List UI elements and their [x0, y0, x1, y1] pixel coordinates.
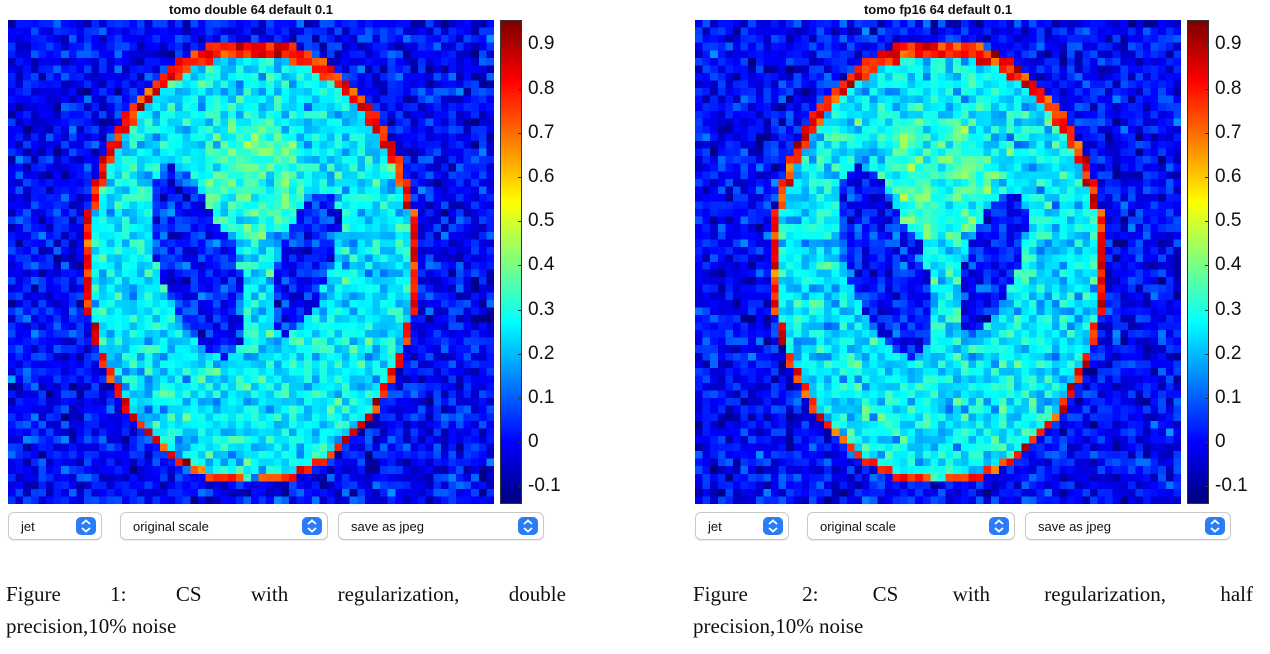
caption-word: Figure	[693, 582, 748, 606]
figure-panel-2: tomo fp16 64 default 0.1 0.9 0.8 0.7 0.6 0.5…	[687, 0, 1253, 654]
colorbar-tick-label: 0.6	[1215, 165, 1242, 187]
colorbar-tick-label: 0.4	[1215, 254, 1242, 276]
colorbar-tick-label: 0.2	[528, 342, 555, 364]
caption-word: with	[250, 582, 289, 606]
colorbar-tick-label: 0.6	[528, 165, 555, 187]
colorbar-tick-mark	[1205, 44, 1209, 46]
caption-word: double	[508, 582, 566, 606]
colorbar-tick-mark	[518, 265, 522, 267]
scale-select[interactable]: original scale	[120, 512, 328, 540]
colorbar-tick-mark	[518, 353, 522, 355]
figure-caption: Figure 1: CS with regularization, double…	[6, 578, 566, 642]
caption-word: CS	[872, 582, 899, 606]
caption-word: Figure	[6, 582, 61, 606]
chevron-updown-icon	[989, 517, 1009, 535]
colorbar-tick-label: -0.1	[528, 475, 561, 497]
caption-word: CS	[175, 582, 202, 606]
chevron-updown-icon	[302, 517, 322, 535]
plot-title: tomo fp16 64 default 0.1	[863, 2, 1013, 17]
colorbar-tick-mark	[518, 442, 522, 444]
plot-title: tomo double 64 default 0.1	[169, 2, 333, 17]
colorbar-tick-label: 0.7	[1215, 121, 1242, 143]
colormap-select[interactable]: jet	[695, 512, 789, 540]
colorbar-tick-label: 0.8	[528, 77, 555, 99]
scale-select-value: original scale	[820, 519, 896, 534]
caption-line-1: Figure 2: CS with regularization, half	[693, 578, 1253, 610]
caption-line-2: precision,10% noise	[6, 614, 177, 638]
figure-caption: Figure 2: CS with regularization, half p…	[693, 578, 1253, 642]
colorbar-tick-label: 0.3	[1215, 298, 1242, 320]
colormap-select-value: jet	[21, 519, 35, 534]
colorbar-tick-label: 0.4	[528, 254, 555, 276]
phantom-image	[695, 20, 1181, 504]
caption-line-2: precision,10% noise	[693, 614, 864, 638]
caption-word: 2:	[802, 582, 819, 606]
phantom-image	[8, 20, 494, 504]
colorbar-tick-mark	[1205, 442, 1209, 444]
colorbar-tick-mark	[518, 221, 522, 223]
colorbar-tick-mark	[1205, 397, 1209, 399]
colorbar	[1187, 20, 1209, 504]
figure-panel-1: tomo double 64 default 0.1 0.9 0.8 0.7 0.6 0…	[0, 0, 566, 654]
caption-word: regularization,	[1044, 582, 1167, 606]
scale-select-value: original scale	[133, 519, 209, 534]
colorbar-tick-label: 0.1	[528, 386, 555, 408]
colormap-select-value: jet	[708, 519, 722, 534]
colorbar-tick-mark	[518, 88, 522, 90]
colorbar-tick-mark	[518, 176, 522, 178]
colorbar-tick-mark	[518, 132, 522, 134]
chevron-updown-icon	[763, 517, 783, 535]
colorbar-tick-label: 0.7	[528, 121, 555, 143]
colorbar-tick-mark	[1205, 132, 1209, 134]
save-select[interactable]: save as jpeg	[338, 512, 544, 540]
colorbar-tick-label: 0.5	[528, 210, 555, 232]
save-select[interactable]: save as jpeg	[1025, 512, 1231, 540]
caption-word: half	[1220, 582, 1253, 606]
colorbar-tick-label: 0.1	[1215, 386, 1242, 408]
chevron-updown-icon	[1205, 517, 1225, 535]
colorbar-tick-mark	[518, 486, 522, 488]
colorbar-tick-label: 0	[528, 431, 539, 453]
colorbar-tick-mark	[518, 44, 522, 46]
colormap-select[interactable]: jet	[8, 512, 102, 540]
save-select-value: save as jpeg	[351, 519, 424, 534]
colorbar-tick-label: 0.3	[528, 298, 555, 320]
scale-select[interactable]: original scale	[807, 512, 1015, 540]
chevron-updown-icon	[518, 517, 538, 535]
colorbar-tick-mark	[1205, 309, 1209, 311]
colorbar-tick-label: 0.8	[1215, 77, 1242, 99]
save-select-value: save as jpeg	[1038, 519, 1111, 534]
colorbar-tick-label: 0.9	[528, 33, 555, 55]
colorbar-tick-label: 0	[1215, 431, 1226, 453]
colorbar-tick-mark	[1205, 486, 1209, 488]
caption-word: with	[952, 582, 990, 606]
colorbar-tick-mark	[518, 397, 522, 399]
colorbar-tick-mark	[518, 309, 522, 311]
colorbar-tick-label: 0.9	[1215, 33, 1242, 55]
colorbar	[500, 20, 522, 504]
caption-line-1: Figure 1: CS with regularization, double	[6, 578, 566, 610]
colorbar-tick-mark	[1205, 88, 1209, 90]
chevron-updown-icon	[76, 517, 96, 535]
caption-word: 1:	[110, 582, 127, 606]
colorbar-tick-label: -0.1	[1215, 475, 1248, 497]
colorbar-tick-mark	[1205, 265, 1209, 267]
colorbar-tick-label: 0.5	[1215, 210, 1242, 232]
caption-word: regularization,	[337, 582, 460, 606]
colorbar-tick-mark	[1205, 221, 1209, 223]
colorbar-tick-mark	[1205, 176, 1209, 178]
colorbar-tick-mark	[1205, 353, 1209, 355]
colorbar-tick-label: 0.2	[1215, 342, 1242, 364]
